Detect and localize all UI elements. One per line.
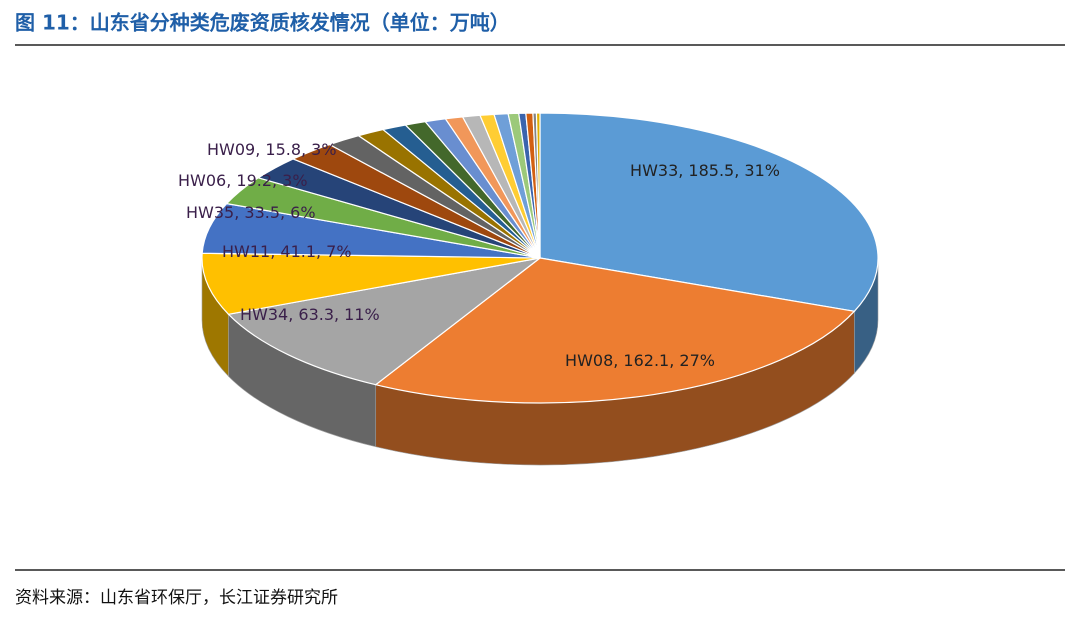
slice xyxy=(374,257,856,404)
data-label: HW33, 185.5, 31% xyxy=(630,161,780,180)
data-label-box: HW34, 63.3, 11% xyxy=(240,305,380,324)
pie: HW33, 185.5, 31% HW08, 162.1, 27% HW34, 63… xyxy=(178,112,879,466)
data-label-box: HW06, 19.2, 3% xyxy=(178,171,308,190)
data-label: HW06, 19.2, 3% xyxy=(178,171,308,190)
data-label-box: HW08, 162.1, 27% xyxy=(565,351,715,370)
chart-title: 图 11：山东省分种类危废资质核发情况（单位：万吨） xyxy=(15,11,510,35)
data-label: HW08, 162.1, 27% xyxy=(565,351,715,370)
data-label-box: HW35, 33.5, 6% xyxy=(186,203,316,222)
slice xyxy=(227,257,541,386)
slice xyxy=(535,112,541,259)
data-label: HW35, 33.5, 6% xyxy=(186,203,316,222)
data-label-box: HW11, 41.1, 7% xyxy=(222,242,352,261)
data-label-box: HW09, 15.8, 3% xyxy=(207,140,337,159)
data-label: HW11, 41.1, 7% xyxy=(222,242,352,261)
data-label-box: HW33, 185.5, 31% xyxy=(630,161,780,180)
source: 资料来源：山东省环保厅，长江证券研究所 xyxy=(15,588,338,608)
slice xyxy=(201,252,541,315)
slice xyxy=(539,112,879,312)
data-label: HW09, 15.8, 3% xyxy=(207,140,337,159)
data-label: HW34, 63.3, 11% xyxy=(240,305,380,324)
